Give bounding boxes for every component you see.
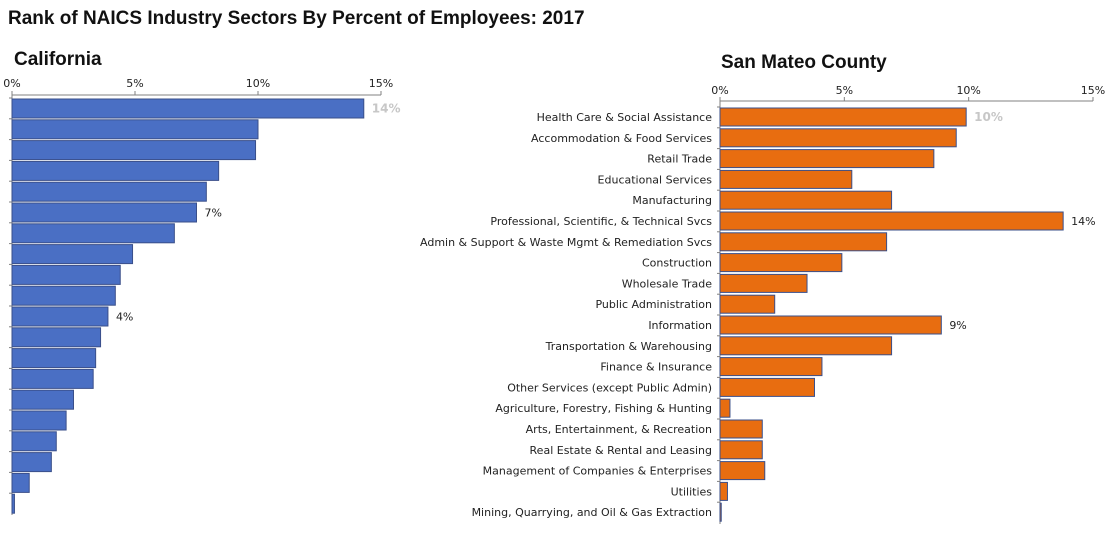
san_mateo-bar — [719, 107, 967, 127]
san_mateo-data-label: 10% — [974, 110, 1003, 124]
san_mateo-bar — [719, 211, 1064, 231]
california-bar — [11, 140, 257, 161]
san_mateo-category-label: Real Estate & Rental and Leasing — [530, 444, 712, 457]
california-bar — [11, 327, 102, 348]
san_mateo-bar — [719, 149, 935, 169]
california-bar — [11, 368, 94, 389]
san_mateo-category-label: Manufacturing — [632, 194, 712, 207]
california-x-tick-label: 5% — [126, 77, 143, 90]
california-x-tick-label: 15% — [369, 77, 393, 90]
san_mateo-category-label: Arts, Entertainment, & Recreation — [526, 423, 712, 436]
california-x-tick-label: 10% — [246, 77, 270, 90]
california-bar — [11, 431, 57, 452]
california-bar — [11, 264, 121, 285]
california-bar — [11, 244, 134, 265]
san_mateo-category-label: Wholesale Trade — [622, 277, 713, 290]
california-bar — [11, 493, 15, 514]
san_mateo-category-label: Construction — [642, 257, 712, 270]
san_mateo-bar — [719, 253, 843, 273]
san_mateo-data-label: 14% — [1071, 215, 1095, 228]
san_mateo-bar — [719, 190, 893, 210]
san_mateo-category-label: Finance & Insurance — [600, 361, 712, 374]
san_mateo-category-label: Utilities — [671, 485, 713, 498]
california-data-label: 14% — [372, 102, 401, 116]
san_mateo-category-label: Other Services (except Public Admin) — [507, 381, 712, 394]
california-bar — [11, 472, 30, 493]
california-data-label: 4% — [116, 311, 133, 324]
california-bar — [11, 202, 197, 223]
california-bar — [11, 348, 97, 369]
san_mateo-bar — [719, 377, 815, 397]
san_mateo-bar — [719, 461, 766, 481]
san_mateo-category-label: Accommodation & Food Services — [531, 132, 712, 145]
san_mateo-category-label: Transportation & Warehousing — [545, 340, 712, 353]
san_mateo-bar — [719, 481, 728, 501]
california-bar — [11, 285, 116, 306]
san_mateo-bar — [719, 315, 942, 335]
california-bar — [11, 223, 175, 244]
san_mateo-x-tick-label: 5% — [836, 84, 853, 97]
california-bar — [11, 98, 365, 119]
san_mateo-x-tick-label: 15% — [1081, 84, 1105, 97]
san-mateo-subtitle: San Mateo County — [721, 52, 887, 73]
california-bar — [11, 160, 220, 181]
san_mateo-category-label: Public Administration — [595, 298, 712, 311]
san_mateo-category-label: Health Care & Social Assistance — [537, 111, 713, 124]
san_mateo-bar — [719, 294, 776, 314]
san_mateo-category-label: Professional, Scientific, & Technical Sv… — [490, 215, 712, 228]
san_mateo-x-tick-label: 0% — [711, 84, 728, 97]
california-bar — [11, 306, 109, 327]
california-bar — [11, 410, 67, 431]
san_mateo-category-label: Retail Trade — [647, 153, 712, 166]
san_mateo-data-label: 9% — [949, 319, 966, 332]
san_mateo-bar — [719, 336, 893, 356]
san_mateo-bar — [719, 128, 957, 148]
san_mateo-bar — [719, 232, 888, 252]
san_mateo-category-label: Information — [648, 319, 712, 332]
san_mateo-bar — [719, 273, 808, 293]
california-bar — [11, 452, 52, 473]
san_mateo-bar — [719, 419, 763, 439]
san_mateo-category-label: Management of Companies & Enterprises — [483, 465, 713, 478]
california-bar — [11, 389, 74, 410]
california-data-label: 7% — [205, 207, 222, 220]
san_mateo-bar — [719, 357, 823, 377]
san_mateo-bar — [719, 502, 722, 522]
san_mateo-bar — [719, 169, 853, 189]
california-subtitle: California — [14, 49, 102, 70]
san_mateo-category-label: Mining, Quarrying, and Oil & Gas Extract… — [472, 506, 712, 519]
chart-title: Rank of NAICS Industry Sectors By Percen… — [8, 8, 585, 29]
california-x-tick-label: 0% — [3, 77, 20, 90]
san_mateo-category-label: Educational Services — [598, 173, 713, 186]
california-bar — [11, 181, 207, 202]
san_mateo-x-tick-label: 10% — [956, 84, 980, 97]
san_mateo-bar — [719, 440, 763, 460]
california-bar — [11, 119, 259, 140]
san_mateo-bar — [719, 398, 731, 418]
san_mateo-category-label: Agriculture, Forestry, Fishing & Hunting — [495, 402, 712, 415]
san_mateo-category-label: Admin & Support & Waste Mgmt & Remediati… — [420, 236, 712, 249]
